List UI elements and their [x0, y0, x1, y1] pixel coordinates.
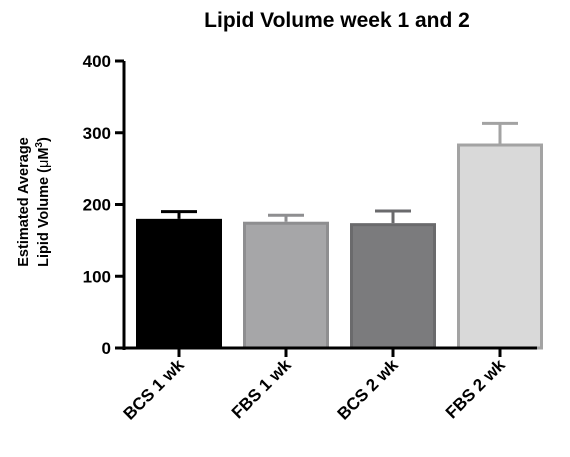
y-axis-label-suffix: )	[36, 137, 52, 142]
y-tick-label: 300	[83, 124, 111, 143]
x-tick-label: FBS 1 wk	[228, 355, 295, 422]
y-axis-label-superscript: 3	[34, 142, 45, 148]
bar-fbs-2-wk	[457, 143, 543, 350]
y-tick-label: 0	[102, 339, 111, 358]
x-axis: BCS 1 wk FBS 1 wk BCS 2 wk FBS 2 wk	[120, 346, 537, 424]
x-tick-label: FBS 2 wk	[442, 355, 509, 422]
y-axis-label-line2: Lipid Volume (μM3)	[34, 137, 52, 267]
bar-bcs-2-wk	[350, 223, 436, 350]
y-tick-label: 400	[83, 52, 111, 71]
chart-title: Lipid Volume week 1 and 2	[204, 9, 470, 32]
y-axis-label-mu: μ	[36, 160, 52, 168]
bar-fbs-1-wk	[243, 221, 329, 350]
bars	[136, 121, 543, 350]
y-tick-label: 100	[83, 267, 111, 286]
y-axis: 0 100 200 300 400	[83, 52, 126, 358]
y-axis-label-line1: Estimated Average	[16, 137, 32, 266]
x-tick-label: BCS 1 wk	[120, 355, 189, 424]
bar-bcs-1-wk	[136, 218, 222, 350]
y-axis-label: Estimated Average Lipid Volume (μM3)	[16, 137, 52, 267]
y-axis-label-unit: M	[36, 148, 52, 160]
x-tick-label: BCS 2 wk	[334, 355, 403, 424]
y-axis-label-prefix: Lipid Volume (	[36, 168, 52, 267]
y-tick-label: 200	[83, 196, 111, 215]
